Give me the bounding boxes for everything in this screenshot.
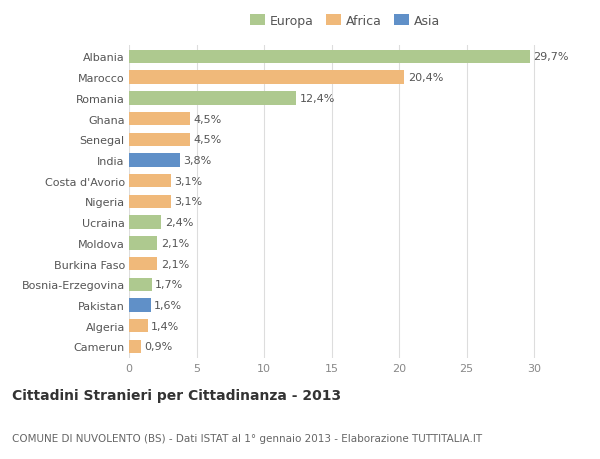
Text: 1,4%: 1,4% — [151, 321, 179, 331]
Bar — [129, 195, 171, 209]
Bar — [129, 257, 157, 271]
Text: 20,4%: 20,4% — [408, 73, 443, 83]
Text: 2,1%: 2,1% — [161, 259, 189, 269]
Text: 0,9%: 0,9% — [145, 341, 173, 352]
Text: 1,6%: 1,6% — [154, 300, 182, 310]
Text: 2,1%: 2,1% — [161, 238, 189, 248]
Bar — [129, 50, 530, 64]
Bar — [129, 319, 148, 333]
Bar — [129, 174, 171, 188]
Text: 29,7%: 29,7% — [533, 52, 569, 62]
Bar — [129, 236, 157, 250]
Text: 3,1%: 3,1% — [174, 197, 202, 207]
Bar — [129, 154, 181, 168]
Text: 12,4%: 12,4% — [300, 94, 335, 104]
Bar — [129, 340, 141, 353]
Text: COMUNE DI NUVOLENTO (BS) - Dati ISTAT al 1° gennaio 2013 - Elaborazione TUTTITAL: COMUNE DI NUVOLENTO (BS) - Dati ISTAT al… — [12, 433, 482, 442]
Text: 2,4%: 2,4% — [165, 218, 193, 228]
Text: 1,7%: 1,7% — [155, 280, 184, 290]
Text: 4,5%: 4,5% — [193, 114, 221, 124]
Text: 4,5%: 4,5% — [193, 135, 221, 145]
Bar — [129, 278, 152, 291]
Text: 3,8%: 3,8% — [184, 156, 212, 166]
Bar — [129, 216, 161, 230]
Bar — [129, 133, 190, 147]
Bar — [129, 112, 190, 126]
Text: 3,1%: 3,1% — [174, 176, 202, 186]
Legend: Europa, Africa, Asia: Europa, Africa, Asia — [250, 15, 440, 28]
Text: Cittadini Stranieri per Cittadinanza - 2013: Cittadini Stranieri per Cittadinanza - 2… — [12, 388, 341, 403]
Bar — [129, 299, 151, 312]
Bar — [129, 92, 296, 105]
Bar — [129, 71, 404, 84]
